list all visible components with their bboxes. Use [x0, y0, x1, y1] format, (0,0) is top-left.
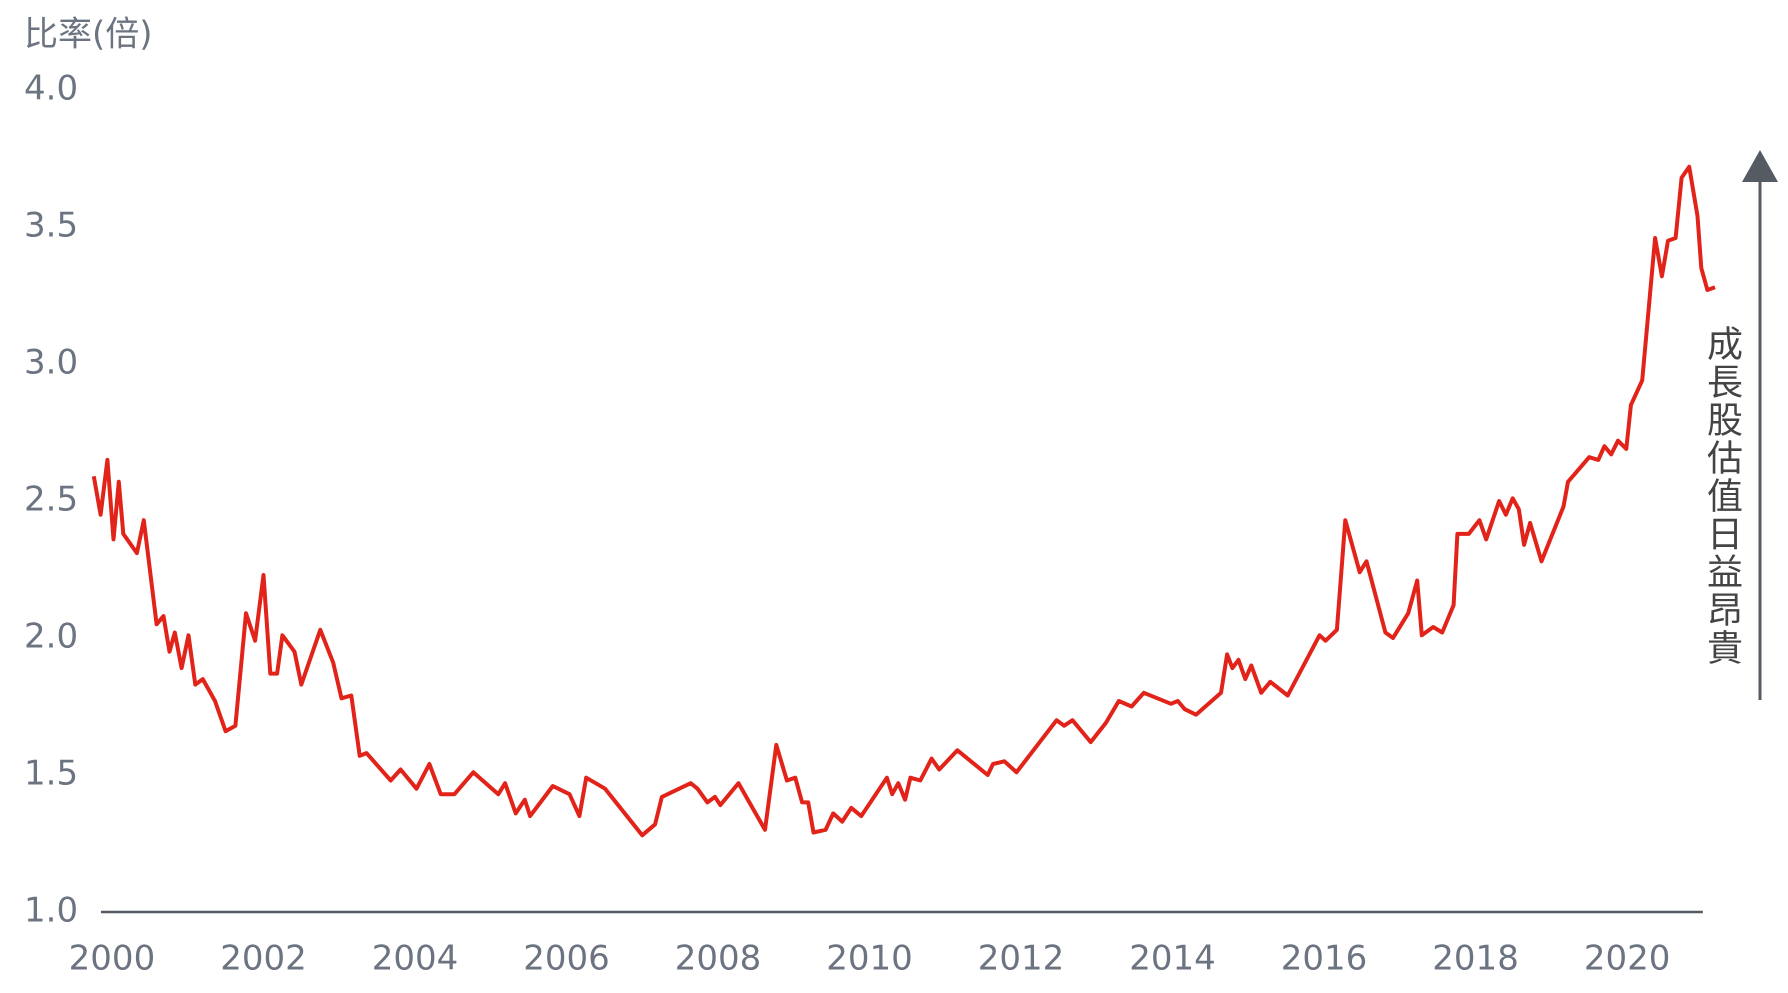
x-tick-label: 2004	[372, 939, 459, 979]
x-tick-label: 2008	[675, 939, 762, 979]
x-tick-label: 2018	[1432, 939, 1519, 979]
annotation: 成長股估值日益昂貴	[1701, 325, 1742, 667]
y-axis-label: 比率(倍)	[24, 15, 153, 55]
y-tick-label: 4.0	[24, 69, 78, 109]
y-tick-label: 1.0	[24, 891, 78, 931]
x-tick-label: 2020	[1584, 939, 1671, 979]
y-tick-label: 3.5	[24, 206, 78, 246]
y-tick-label: 1.5	[24, 754, 78, 794]
x-tick-label: 2014	[1129, 939, 1216, 979]
x-tick-label: 2010	[826, 939, 913, 979]
x-tick-label: 2006	[523, 939, 610, 979]
x-tick-label: 2002	[220, 939, 307, 979]
x-tick-label: 2000	[69, 939, 156, 979]
y-tick-label: 2.0	[24, 617, 78, 657]
y-tick-label: 2.5	[24, 480, 78, 520]
data-line	[91, 164, 1716, 838]
y-tick-label: 3.0	[24, 343, 78, 383]
x-tick-label: 2016	[1281, 939, 1368, 979]
arrow-head	[1742, 150, 1778, 182]
x-tick-label: 2012	[978, 939, 1065, 979]
